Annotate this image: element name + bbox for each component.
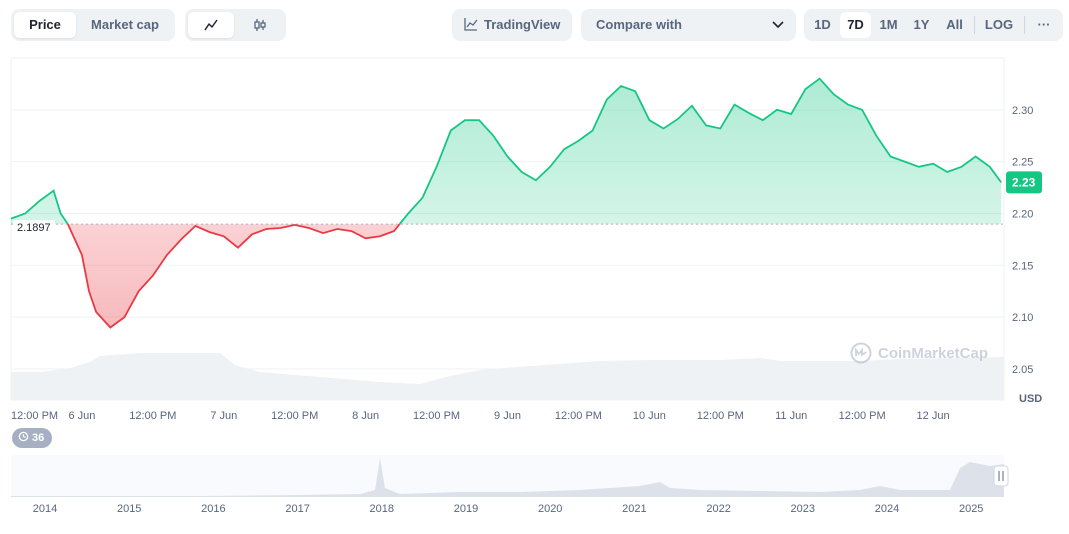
navigator-year-label: 2020 [538,503,562,515]
navigator-handle-box [993,465,1009,487]
x-tick-label: 12:00 PM [697,410,744,420]
line-chart-button[interactable] [188,12,234,38]
navigator-year-label: 2017 [285,503,309,515]
watermark-text: CoinMarketCap [878,344,989,362]
range-7d[interactable]: 7D [840,12,871,38]
y-axis-unit: USD [1019,393,1042,405]
range-selector: 1D 7D 1M 1Y All LOG ··· [804,9,1063,41]
navigator-year-label: 2021 [622,503,646,515]
x-tick-label: 12:00 PM [839,410,886,420]
navigator-year-label: 2019 [454,503,478,515]
y-tick-label: 2.05 [1012,364,1033,376]
price-line-up [10,77,1002,225]
navigator-year-label: 2024 [875,503,899,515]
area-below-baseline [67,224,400,328]
y-tick-label: 2.10 [1012,312,1033,324]
log-toggle[interactable]: LOG [984,17,1014,32]
compare-label: Compare with [596,17,682,32]
navigator-year-label: 2022 [706,503,730,515]
range-1y[interactable]: 1Y [913,17,930,32]
events-badge[interactable]: 36 [12,428,53,448]
range-divider [974,16,975,34]
x-tick-label: 9 Jun [494,410,521,420]
price-chart[interactable]: 2.1897 2.30 2.25 2.20 2.15 2.10 2.05 USD 2.23 1… [0,0,1069,420]
baseline-label-bg [13,220,55,236]
events-count: 36 [32,432,45,444]
current-price-label: 2.23 [1012,175,1036,189]
x-tick-label: 7 Jun [210,410,237,420]
x-tick-label: 12:00 PM [413,410,460,420]
compare-dropdown[interactable]: Compare with [581,9,796,41]
history-icon [18,431,29,442]
x-tick-label: 11 Jun [775,410,807,420]
y-tick-label: 2.15 [1012,260,1033,272]
x-tick-label: 6 Jun [68,410,95,420]
candlestick-chart-button[interactable] [237,12,283,38]
range-1m[interactable]: 1M [879,17,898,32]
x-tick-label: 12 Jun [917,410,950,420]
y-tick-label: 2.30 [1012,105,1033,117]
navigator-year-label: 2025 [959,503,983,515]
range-1d[interactable]: 1D [814,17,831,32]
chevron-down-icon [772,21,784,29]
navigator-background [11,455,1004,497]
x-tick-label: 12:00 PM [129,410,176,420]
y-tick-label: 2.25 [1012,157,1033,169]
chart-type-toggle [185,9,286,41]
price-line-down [66,224,401,329]
navigator-year-label: 2015 [117,503,141,515]
y-tick-label: 2.20 [1012,208,1033,220]
x-tick-label: 10 Jun [633,410,666,420]
volume-area [11,353,1004,400]
navigator-area [11,458,1004,497]
x-tick-label: 12:00 PM [11,410,58,420]
coinmarketcap-watermark: CoinMarketCap [850,341,988,365]
x-tick-label: 12:00 PM [271,410,318,420]
coinmarketcap-logo-icon [850,342,872,364]
tradingview-label: TradingView [484,17,561,32]
navigator-year-label: 2014 [33,503,57,515]
navigator-handle[interactable] [993,465,1009,487]
current-price-tag [1006,171,1042,194]
tab-price[interactable]: Price [14,12,76,38]
range-all[interactable]: All [946,17,963,32]
baseline-label: 2.1897 [17,222,51,234]
navigator-year-label: 2023 [791,503,815,515]
navigator-year-label: 2016 [201,503,225,515]
x-tick-label: 12:00 PM [555,410,602,420]
navigator-year-label: 2018 [370,503,394,515]
tradingview-button[interactable]: TradingView [452,9,572,41]
view-toggle: Price Market cap [11,9,175,41]
more-options-button[interactable]: ··· [1037,17,1051,32]
candlestick-icon [254,19,266,31]
tab-market-cap[interactable]: Market cap [91,17,159,32]
x-tick-label: 8 Jun [352,410,379,420]
chart-line-icon [464,18,478,31]
line-chart-icon [204,19,218,31]
range-navigator[interactable]: 2014 2015 2016 2017 2018 2019 2020 2021 2022 2023… [0,454,1069,534]
range-divider-2 [1024,16,1025,34]
area-above-baseline [11,78,1002,225]
